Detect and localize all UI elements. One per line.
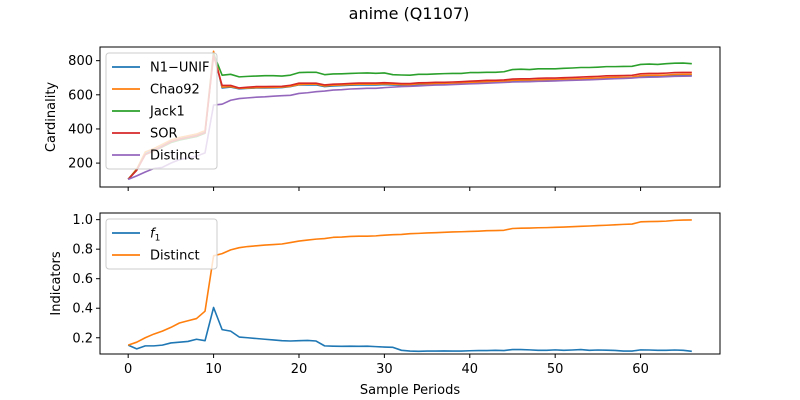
y-axis-label: Cardinality (44, 82, 59, 153)
x-tick-label: 20 (291, 362, 308, 377)
legend-label: Distinct (150, 249, 200, 264)
y-tick-label: 0.4 (72, 302, 93, 317)
y-tick-label: 1.0 (72, 213, 93, 228)
legend-box (105, 52, 218, 170)
axes-frame (99, 212, 721, 355)
x-tick-label: 60 (632, 362, 649, 377)
legend-label: f1 (150, 227, 160, 244)
y-axis-label: Indicators (49, 251, 64, 315)
series-line-jack1 (127, 53, 692, 180)
x-tick-label: 40 (462, 362, 479, 377)
legend-box (105, 218, 218, 270)
y-tick-label: 200 (68, 157, 93, 172)
legend-label: Jack1 (149, 105, 185, 120)
series-line-distinct (127, 219, 692, 346)
series-line-f1 (127, 306, 692, 353)
x-axis-label: Sample Periods (360, 383, 460, 398)
legend-label: SOR (150, 127, 178, 142)
series-line-chao92 (127, 50, 692, 180)
series-group (127, 50, 692, 181)
x-tick-label: 30 (376, 362, 393, 377)
legend-label: N1−UNIF (150, 61, 209, 76)
y-tick-label: 0.8 (72, 243, 93, 258)
legend: N1−UNIF Chao92 Jack1 SOR Distinct (105, 52, 218, 170)
x-tick-label: 10 (205, 362, 222, 377)
axes-frame (99, 46, 721, 188)
series-group (127, 219, 692, 353)
y-tick-label: 600 (68, 88, 93, 103)
legend: f1 Distinct (105, 218, 218, 270)
legend-label: Chao92 (150, 83, 200, 98)
y-tick-label: 400 (68, 122, 93, 137)
chart-panel-1: 200 400 600 800 Cardinality N1−UNIF Chao92 Jack… (44, 46, 721, 191)
figure-title: anime (Q1107) (349, 4, 470, 23)
series-line-distinct (127, 75, 692, 181)
chart-panel-2: 0 10 20 30 40 50 60 0.2 0.4 0.6 0.8 1.0 Indicators Sa… (49, 212, 721, 398)
x-tick-label: 0 (124, 362, 132, 377)
y-tick-label: 0.6 (72, 272, 93, 287)
x-tick-label: 50 (547, 362, 564, 377)
legend-label: Distinct (150, 149, 200, 164)
series-line-sor (127, 54, 692, 180)
y-tick-label: 800 (68, 54, 93, 69)
y-tick-label: 0.2 (72, 331, 93, 346)
